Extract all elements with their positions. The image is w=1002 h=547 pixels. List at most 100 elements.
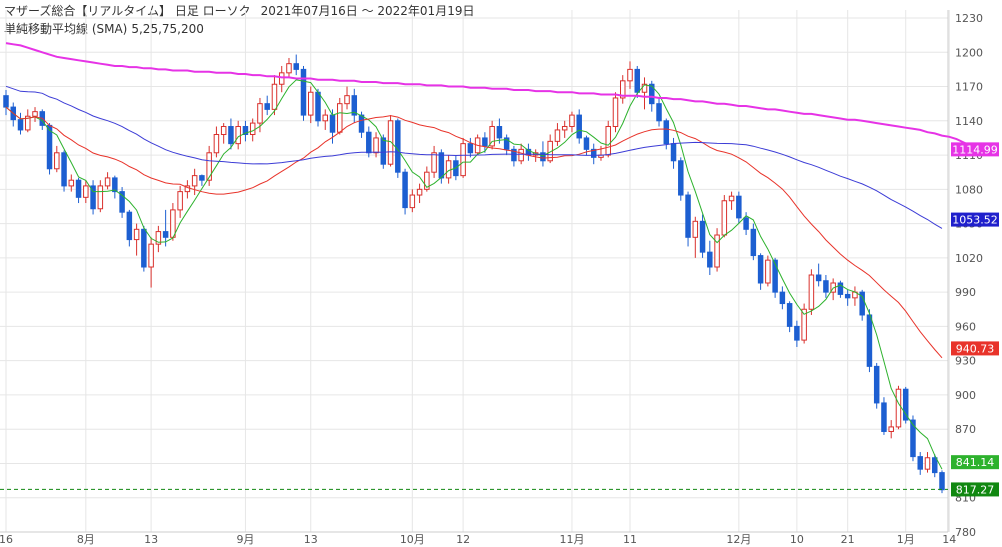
candle [844, 289, 851, 306]
price-tag-label: 1053.52 [952, 214, 998, 227]
candle-body [779, 291, 786, 305]
candle [54, 145, 60, 173]
candle [83, 180, 89, 204]
indicator-label: 単純移動平均線 (SMA) 5,25,75,200 [4, 20, 204, 37]
candle-body [17, 119, 24, 131]
candle-body [112, 177, 118, 193]
candle-body [126, 211, 133, 241]
candle-body [634, 68, 641, 93]
price-tag-bg [951, 212, 999, 227]
candle-body [496, 126, 503, 139]
candle [917, 452, 923, 475]
candle [402, 168, 408, 215]
candle-body [924, 457, 931, 470]
candle [431, 145, 437, 178]
candle [112, 175, 118, 199]
candle-body [917, 456, 923, 470]
candle-body [322, 114, 329, 122]
candle [794, 320, 800, 347]
candle [496, 118, 503, 144]
candle-body [794, 325, 800, 341]
x-axis: 16 8月 13 9月 13 10月 12 11月 11 12月 10 21 1月 14 [0, 533, 956, 546]
candle-body [699, 220, 706, 253]
candle [177, 185, 183, 218]
candle-body [707, 251, 713, 268]
candle-body [939, 472, 945, 491]
candle-body [380, 137, 387, 165]
candle-body [220, 126, 227, 136]
candle [482, 132, 488, 153]
candle [511, 145, 517, 167]
candle [728, 191, 735, 210]
candle-body [395, 120, 401, 173]
x-tick-label: 14 [942, 533, 956, 546]
candle [685, 191, 691, 247]
candle [286, 57, 292, 78]
candle-body [714, 234, 720, 268]
candle-body [307, 91, 314, 116]
candle-body [511, 148, 517, 162]
candle-body [460, 143, 466, 177]
candle-body [329, 114, 336, 133]
candle [547, 134, 553, 164]
candle-body [656, 103, 662, 122]
candle-body [859, 291, 865, 316]
chart-title: マザーズ総合【リアルタイム】 日足 ローソク 2021年07月16日 ～ 2022… [4, 2, 474, 19]
price-tag: 817.27 [951, 482, 999, 497]
candle [888, 420, 894, 439]
x-tick-label: 12月 [726, 533, 751, 546]
candle-body [873, 365, 880, 404]
candle-body [438, 152, 445, 179]
candle-body [228, 126, 234, 145]
candle [765, 255, 771, 287]
candle [235, 120, 241, 150]
candle-body [801, 308, 807, 341]
candle [569, 111, 575, 133]
x-tick-label: 16 [0, 533, 13, 546]
candle [119, 187, 125, 218]
candle [61, 150, 67, 192]
candle [104, 172, 111, 190]
candle [757, 253, 764, 290]
candle-body [402, 171, 408, 209]
candle-body [554, 129, 561, 142]
candle [503, 134, 510, 156]
candle [228, 118, 234, 150]
candle [344, 86, 350, 110]
ma-line-200 [5, 42, 979, 151]
candle-body [206, 152, 212, 181]
x-tick-label: 1月 [897, 533, 915, 546]
candle [678, 157, 684, 201]
candle [866, 309, 873, 373]
candle-body [242, 126, 249, 136]
candle-body [902, 388, 909, 421]
candle [148, 237, 154, 288]
candle-body [97, 185, 104, 210]
candle-body [235, 126, 241, 145]
candle [351, 88, 358, 124]
candle [460, 137, 466, 178]
candle-body [721, 200, 728, 236]
candle [32, 107, 38, 122]
candle-body [133, 228, 140, 241]
candle [3, 89, 9, 116]
candle-body [583, 137, 590, 150]
candle-body [467, 143, 474, 154]
candle [627, 61, 633, 89]
candle-body [881, 402, 887, 432]
candle [939, 470, 945, 494]
candle-body [249, 122, 256, 136]
candle-body [503, 137, 510, 150]
candle-body [844, 293, 851, 299]
candle [699, 214, 706, 258]
candle-body [344, 95, 350, 105]
candle-body [482, 137, 488, 147]
ma-line-75 [5, 85, 943, 229]
candle-body [627, 68, 633, 82]
candle [902, 386, 909, 424]
candle-body [786, 303, 793, 327]
candle-body [75, 179, 82, 198]
price-tag: 1053.52 [951, 212, 999, 227]
candle [532, 149, 539, 162]
